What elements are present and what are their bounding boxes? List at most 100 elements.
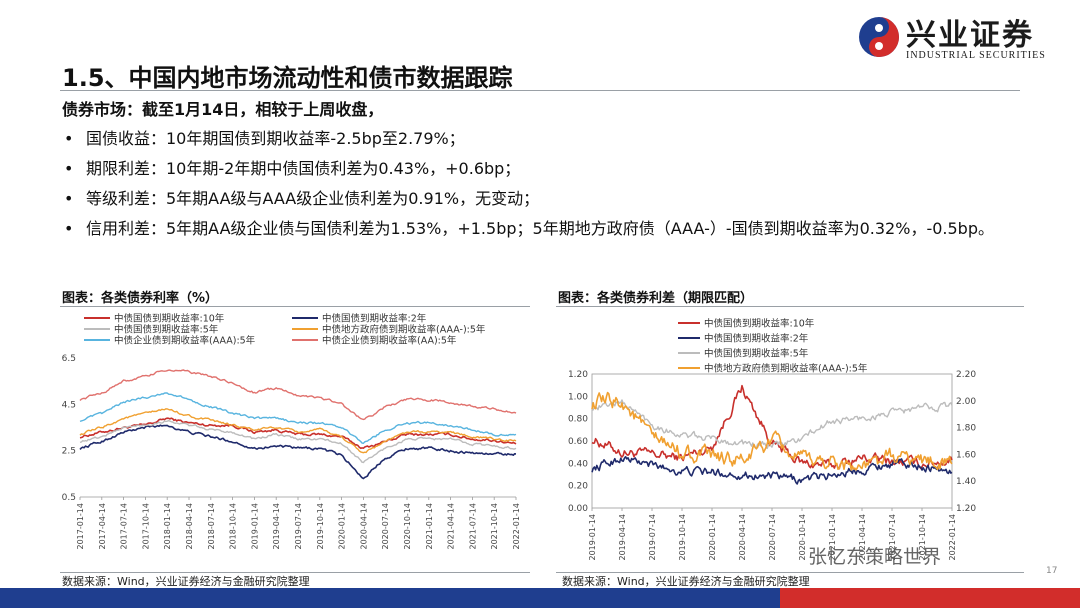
bullet-list: 国债收益：10年期国债到期收益率-2.5bp至2.79%； 期限利差：10年期-… — [62, 124, 1022, 244]
legend-label: 中债国债到期收益率:10年 — [114, 313, 225, 325]
series-line — [591, 384, 953, 470]
watermark-text: 张忆东策略世界 — [808, 546, 942, 568]
x-tick-label: 2018-07-14 — [207, 503, 216, 550]
y-tick-label: 0.60 — [568, 437, 588, 447]
y2-tick-label: 1.40 — [956, 477, 976, 487]
x-tick-label: 2019-04-14 — [272, 503, 281, 550]
y2-tick-label: 2.20 — [956, 370, 976, 380]
x-tick-label: 2020-01-14 — [708, 514, 717, 561]
right-chart-legend: 中债国债到期收益率:10年中债国债到期收益率:2年中债国债到期收益率:5年中债地… — [678, 318, 868, 375]
right-chart: 中债国债到期收益率:10年中债国债到期收益率:2年中债国债到期收益率:5年中债地… — [568, 318, 976, 561]
legend-label: 中债国债到期收益率:2年 — [322, 313, 427, 325]
y-tick-label: 4.5 — [62, 400, 76, 410]
x-tick-label: 2021-07-14 — [468, 503, 477, 550]
right-chart-bottom-rule — [556, 572, 1024, 573]
left-chart-axes: 0.5 2.5 4.5 6.5 2017-01-14 2017-04-14 2017-07-… — [62, 354, 521, 550]
title-divider — [60, 90, 1020, 91]
lead-text: 债券市场：截至1月14日，相较于上周收盘， — [62, 100, 384, 119]
plot-frame — [591, 373, 953, 509]
legend-label: 中债国债到期收益率:10年 — [704, 318, 815, 330]
x-tick-label: 2020-07-14 — [768, 514, 777, 561]
y2-tick-label: 1.60 — [956, 450, 976, 460]
right-chart-title: 图表：各类债券利差（期限匹配） — [558, 291, 754, 306]
brand-emblem-icon — [859, 17, 899, 57]
y-tick-label: 0.00 — [568, 504, 588, 514]
x-tick-label: 2019-01-14 — [588, 514, 597, 561]
x-tick-label: 2021-04-14 — [858, 514, 867, 561]
left-chart-title-rule — [60, 306, 530, 307]
left-chart-source: 数据来源：Wind，兴业证券经济与金融研究院整理 — [62, 575, 310, 588]
y-tick-label: 0.20 — [568, 482, 588, 492]
footer-red-band — [780, 588, 1080, 608]
x-tick-label: 2021-04-14 — [447, 503, 456, 550]
right-chart-series — [591, 384, 953, 485]
series-line — [79, 408, 517, 454]
bullet-item-3: 等级利差：5年期AA级与AAA级企业债利差为0.91%，无变动； — [62, 184, 1022, 214]
series-line — [591, 456, 953, 485]
x-tick-label: 2021-01-14 — [828, 514, 837, 561]
y-tick-label: 1.20 — [568, 370, 588, 380]
x-tick-label: 2020-04-14 — [738, 514, 747, 561]
series-line — [79, 420, 517, 464]
x-tick-label: 2020-07-14 — [381, 503, 390, 550]
left-chart-bottom-rule — [60, 572, 530, 573]
x-tick-label: 2017-04-14 — [98, 503, 107, 550]
x-tick-label: 2021-01-14 — [425, 503, 434, 550]
y2-tick-label: 2.00 — [956, 397, 976, 407]
left-chart-title: 图表：各类债券利率（%） — [62, 291, 219, 306]
page-number: 17 — [1046, 566, 1058, 576]
bullet-item-4: 信用利差：5年期AA级企业债与国债利差为1.53%，+1.5bp；5年期地方政府… — [62, 214, 1022, 244]
right-chart-title-rule — [556, 306, 1024, 307]
right-chart-axes: 0.00 0.20 0.40 0.60 0.80 1.00 1.20 1.20 1.40 1.60… — [568, 370, 976, 561]
y2-tick-label: 1.20 — [956, 504, 976, 514]
footer-blue-band — [0, 588, 780, 608]
x-tick-label: 2021-07-14 — [888, 514, 897, 561]
series-line — [79, 392, 517, 444]
legend-label: 中债国债到期收益率:5年 — [704, 348, 809, 360]
legend-label: 中债地方政府债到期收益率(AAA-):5年 — [322, 324, 486, 336]
x-tick-label: 2022-01-14 — [512, 503, 521, 550]
x-tick-label: 2019-07-14 — [294, 503, 303, 550]
legend-label: 中债国债到期收益率:2年 — [704, 333, 809, 345]
y-tick-label: 6.5 — [62, 354, 76, 364]
legend-label: 中债企业债到期收益率(AAA):5年 — [114, 335, 256, 347]
y-tick-label: 0.5 — [62, 493, 76, 503]
x-tick-label: 2018-01-14 — [163, 503, 172, 550]
x-tick-label: 2020-04-14 — [359, 503, 368, 550]
series-line — [591, 399, 953, 450]
x-tick-label: 2018-04-14 — [185, 503, 194, 550]
series-line — [79, 369, 517, 421]
brand-name-en: INDUSTRIAL SECURITIES — [906, 50, 1046, 61]
right-chart-source: 数据来源：Wind，兴业证券经济与金融研究院整理 — [562, 575, 810, 588]
x-tick-label: 2019-01-14 — [250, 503, 259, 550]
x-tick-label: 2019-10-14 — [316, 503, 325, 550]
series-line — [591, 391, 953, 471]
page-title: 1.5、中国内地市场流动性和债市数据跟踪 — [62, 64, 513, 92]
brand-name-cn: 兴业证券 — [906, 18, 1034, 53]
x-tick-label: 2021-10-14 — [490, 503, 499, 550]
x-tick-label: 2022-01-14 — [948, 514, 957, 561]
y2-tick-label: 1.80 — [956, 424, 976, 434]
x-tick-label: 2021-10-14 — [918, 514, 927, 561]
y-tick-label: 1.00 — [568, 392, 588, 402]
x-tick-label: 2019-07-14 — [648, 514, 657, 561]
x-tick-label: 2019-10-14 — [678, 514, 687, 561]
legend-label: 中债地方政府债到期收益率(AAA-):5年 — [704, 363, 868, 375]
y-tick-label: 0.80 — [568, 415, 588, 425]
x-tick-label: 2017-10-14 — [141, 503, 150, 550]
bullet-item-2: 期限利差：10年期-2年期中债国债利差为0.43%，+0.6bp； — [62, 154, 1022, 184]
footer-bar — [0, 588, 1080, 608]
brand-logo: 兴业证券 INDUSTRIAL SECURITIES — [858, 14, 1068, 64]
y-tick-label: 2.5 — [62, 447, 76, 457]
legend-label: 中债国债到期收益率:5年 — [114, 324, 219, 336]
bullet-item-1: 国债收益：10年期国债到期收益率-2.5bp至2.79%； — [62, 124, 1022, 154]
x-tick-label: 2020-10-14 — [798, 514, 807, 561]
x-tick-label: 2019-04-14 — [618, 514, 627, 561]
legend-label: 中债企业债到期收益率(AA):5年 — [322, 335, 457, 347]
x-tick-label: 2017-01-14 — [76, 503, 85, 550]
y-tick-label: 0.40 — [568, 459, 588, 469]
x-tick-label: 2020-10-14 — [403, 503, 412, 550]
x-tick-label: 2020-01-14 — [338, 503, 347, 550]
